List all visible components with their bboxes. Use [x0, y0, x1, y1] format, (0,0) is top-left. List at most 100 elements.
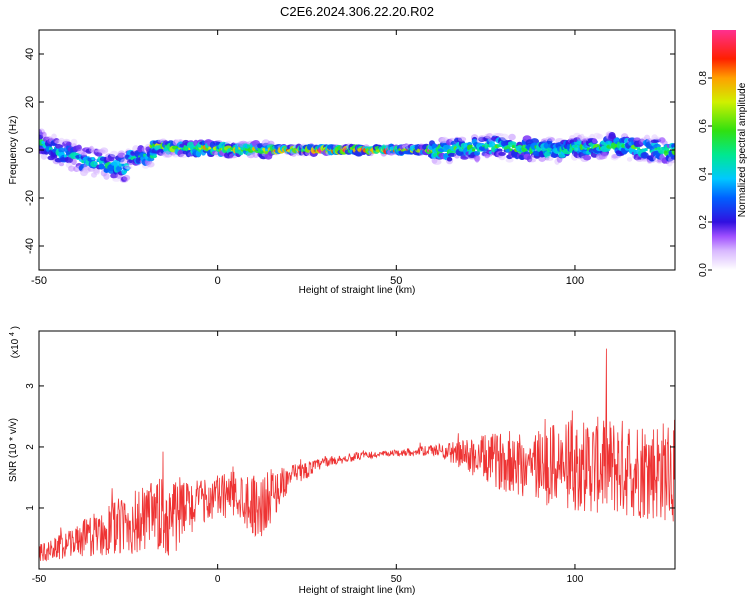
- spectrum-peak-cell: [497, 144, 501, 148]
- spectrum-cell: [109, 150, 119, 158]
- spectrum-cell: [58, 147, 65, 153]
- snr-x-axis-label: Height of straight line (km): [299, 585, 416, 596]
- spectrum-peak-cell: [49, 147, 52, 151]
- spectrum-cell: [120, 158, 128, 164]
- spectrum-peak-cell: [178, 146, 182, 150]
- spectrum-cell: [670, 156, 675, 160]
- spectrum-x-tick-label: -50: [31, 275, 47, 287]
- spectrum-heatmap: [39, 128, 675, 183]
- spectrum-cell: [124, 165, 133, 170]
- colorbar-tick-label: 0.4: [698, 167, 709, 181]
- colorbar-label: Normalized spectral amplitude: [737, 82, 748, 217]
- snr-y-tick-label: 1: [25, 505, 36, 511]
- spectrum-peak-cell: [94, 161, 97, 165]
- spectrum-peak-cell: [512, 145, 516, 149]
- spectrum-plot: -50 0 50 100 -40 -20 0 20 40 Height of straight…: [8, 29, 676, 296]
- spectrum-x-axis: -50 0 50 100: [31, 30, 584, 287]
- snr-y-axis: 1 2 3: [25, 383, 675, 511]
- spectrum-cell: [596, 133, 603, 140]
- spectrum-cell: [474, 150, 481, 156]
- colorbar-tick-label: 0.8: [698, 71, 709, 85]
- spectrum-cell: [99, 147, 109, 154]
- spectrum-cell: [600, 151, 609, 157]
- spectrum-cell: [66, 141, 72, 146]
- spectrum-cell: [508, 133, 516, 141]
- spectrum-y-tick-label: 0: [24, 147, 36, 153]
- spectrum-peak-cell: [514, 145, 518, 148]
- snr-y-axis-label: SNR (10 * v/v): [8, 418, 19, 482]
- spectrum-peak-cell: [584, 147, 588, 150]
- spectrum-peak-cell: [509, 148, 513, 152]
- spectrum-peak-cell: [642, 148, 646, 152]
- spectrum-peak-cell: [81, 160, 85, 164]
- spectrum-peak-cell: [121, 163, 125, 167]
- snr-series-line: [39, 348, 675, 562]
- spectrum-peak-cell: [572, 147, 576, 151]
- spectrum-cell: [58, 162, 65, 167]
- spectrum-peak-cell: [662, 147, 666, 150]
- spectrum-cell: [633, 137, 641, 141]
- spectrum-peak-cell: [188, 147, 192, 151]
- snr-multiplier-base: (x10: [10, 338, 21, 358]
- spectrum-peak-cell: [71, 156, 75, 159]
- spectrum-cell: [103, 172, 110, 180]
- spectrum-cell: [545, 156, 554, 161]
- spectrum-peak-cell: [654, 146, 658, 150]
- spectrum-cell: [93, 169, 100, 175]
- snr-multiplier-exponent: 4: [9, 332, 16, 336]
- colorbar-tick-label: 0.6: [698, 119, 709, 133]
- spectrum-cell: [446, 156, 453, 162]
- spectrum-cell: [71, 158, 77, 166]
- spectrum-y-axis-label: Frequency (Hz): [8, 116, 19, 185]
- spectrum-peak-cell: [532, 148, 536, 152]
- spectrum-cell: [583, 154, 592, 161]
- spectrum-x-tick-label: 100: [566, 275, 584, 287]
- spectrum-x-axis-label: Height of straight line (km): [299, 285, 416, 296]
- spectrum-cell: [498, 154, 506, 161]
- spectrum-peak-cell: [487, 144, 491, 148]
- colorbar-scale: [712, 30, 736, 270]
- snr-y-tick-label: 2: [25, 444, 36, 450]
- spectrum-peak-cell: [667, 149, 671, 153]
- snr-x-tick-label: 50: [391, 574, 403, 585]
- spectrum-cell: [500, 133, 509, 141]
- snr-x-axis: -50 0 50 100: [32, 331, 584, 585]
- spectrum-cell: [489, 141, 496, 148]
- spectrum-cell: [112, 159, 121, 167]
- colorbar-tick-label: 0.2: [698, 215, 709, 229]
- spectrum-peak-cell: [91, 157, 95, 161]
- spectrum-peak-cell: [79, 154, 82, 158]
- colorbar-tick-label: 0.0: [698, 263, 709, 277]
- spectrum-y-tick-label: -20: [24, 190, 36, 206]
- snr-multiplier-close: ): [10, 326, 21, 329]
- spectrum-y-tick-label: 20: [24, 96, 36, 108]
- snr-x-tick-label: -50: [32, 574, 47, 585]
- snr-x-tick-label: 0: [215, 574, 221, 585]
- spectrum-peak-cell: [119, 163, 122, 167]
- spectrum-cell: [640, 152, 649, 159]
- spectrum-y-tick-label: 40: [24, 48, 36, 60]
- colorbar: 0.0 0.2 0.4 0.6 0.8 Normalized spectral ampl…: [698, 30, 748, 277]
- spectrum-cell: [40, 153, 48, 160]
- spectrum-peak-cell: [138, 155, 142, 159]
- spectrum-peak-cell: [657, 146, 661, 150]
- spectrum-peak-cell: [574, 145, 578, 149]
- spectrum-cell: [41, 131, 47, 138]
- spectrum-cell: [498, 151, 506, 156]
- spectrum-peak-cell: [64, 154, 67, 158]
- spectrum-cell: [147, 161, 155, 168]
- spectrum-peak-cell: [153, 154, 157, 158]
- spectrum-y-tick-label: -40: [24, 238, 36, 254]
- colorbar-ticks: 0.0 0.2 0.4 0.6 0.8: [698, 71, 712, 277]
- spectrum-peak-cell: [86, 156, 90, 160]
- spectrum-cell: [70, 138, 78, 147]
- spectrum-cell: [549, 137, 556, 142]
- snr-plot: -50 0 50 100 1 2 3 Height of straight line (k…: [6, 326, 676, 596]
- spectrum-cell: [608, 132, 616, 139]
- spectrum-peak-cell: [644, 148, 648, 152]
- chart-title: C2E6.2024.306.22.20.R02: [280, 4, 434, 19]
- snr-y-multiplier: (x10 4 ): [6, 326, 21, 358]
- spectrum-y-axis: -40 -20 0 20 40: [24, 48, 675, 254]
- spectrum-peak-cell: [587, 147, 591, 151]
